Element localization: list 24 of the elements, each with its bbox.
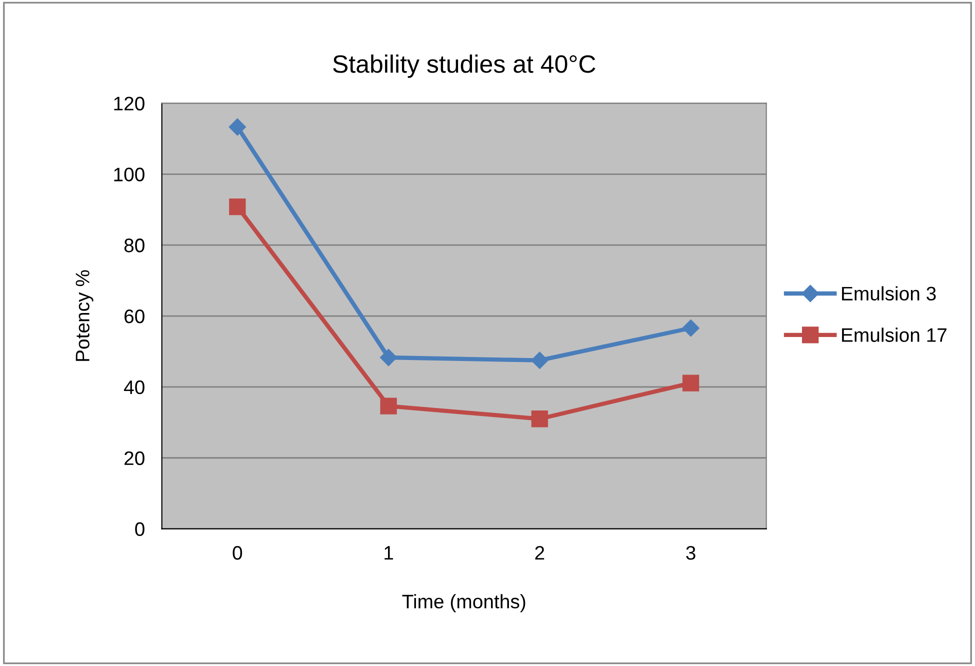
legend-label: Emulsion 3 (842, 286, 936, 301)
point (380, 398, 397, 414)
y-tick-label: 40 (124, 380, 144, 394)
point (228, 118, 246, 136)
x-tick-label: 3 (686, 546, 696, 560)
x-tick-label: 2 (535, 546, 544, 560)
y-tick-label: 60 (124, 309, 144, 324)
x-tick-label: 1 (384, 546, 393, 560)
point (229, 198, 246, 216)
point (682, 374, 700, 392)
y-tick-label: 120 (114, 96, 144, 110)
point (380, 348, 398, 366)
y-tick-label: 20 (124, 451, 144, 466)
y-tick-label: 0 (135, 522, 144, 536)
y-tick-label: 80 (124, 238, 144, 252)
point (682, 320, 700, 337)
x-axis-title: Time (months) (402, 594, 526, 612)
x-tick-label: 0 (232, 546, 242, 560)
chart-title: Stability studies at 40°C (333, 54, 596, 78)
legend-label: Emulsion 17 (842, 328, 946, 342)
y-axis-title: Potency % (76, 270, 94, 361)
point (531, 410, 548, 428)
y-tick-label: 100 (114, 168, 144, 182)
point (531, 352, 548, 369)
